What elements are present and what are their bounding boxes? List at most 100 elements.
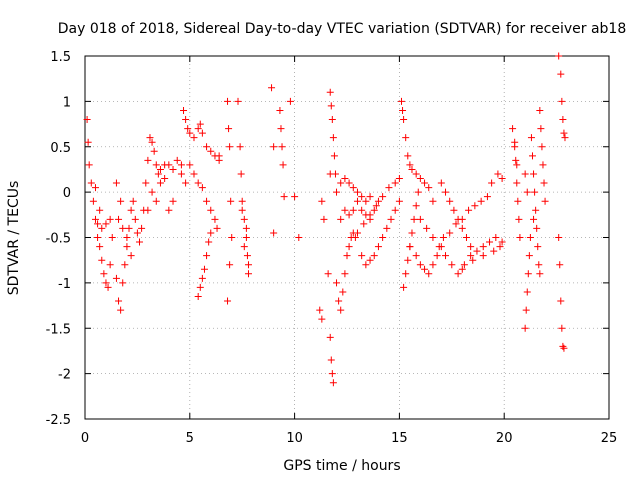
data-point	[121, 261, 129, 269]
data-point	[560, 344, 568, 352]
data-point	[412, 202, 420, 210]
y-tick-label: 0	[63, 186, 71, 201]
data-point	[117, 306, 125, 314]
data-point	[148, 188, 156, 196]
data-point	[462, 234, 470, 241]
data-point	[96, 243, 104, 251]
data-point	[98, 224, 106, 232]
data-point	[270, 143, 278, 151]
data-point	[559, 342, 567, 350]
data-point	[425, 184, 433, 192]
data-point	[345, 179, 353, 187]
y-tick-label: 1	[63, 95, 71, 110]
data-point	[351, 234, 359, 241]
data-point	[156, 179, 164, 187]
data-point	[402, 134, 410, 142]
data-point	[536, 106, 544, 114]
data-point	[521, 170, 529, 178]
data-point	[224, 297, 232, 305]
data-point	[559, 116, 567, 124]
y-tick-label: -2.5	[46, 413, 71, 428]
data-point	[400, 116, 408, 124]
data-point	[412, 252, 420, 260]
data-point	[387, 215, 395, 223]
data-point	[224, 97, 232, 105]
data-point	[435, 243, 443, 251]
data-point	[530, 215, 538, 223]
data-point	[362, 197, 370, 205]
data-point	[148, 138, 156, 146]
data-point	[345, 243, 353, 251]
data-point	[177, 170, 185, 178]
data-point	[366, 193, 374, 201]
data-point	[557, 70, 565, 78]
data-point	[454, 270, 462, 278]
data-point	[515, 215, 523, 223]
y-tick-label: -2	[58, 368, 71, 383]
data-point	[144, 206, 152, 214]
data-points	[83, 52, 569, 387]
data-point	[528, 152, 536, 160]
data-point	[238, 197, 246, 205]
data-point	[335, 297, 343, 305]
data-point	[326, 88, 334, 96]
data-point	[186, 161, 194, 169]
data-point	[142, 179, 150, 187]
data-point	[194, 179, 202, 187]
data-point	[84, 138, 92, 146]
data-point	[448, 261, 456, 269]
data-point	[358, 252, 366, 260]
data-point	[207, 206, 215, 214]
data-point	[358, 206, 366, 214]
data-point	[102, 220, 110, 228]
data-point	[318, 197, 326, 205]
data-point	[460, 261, 468, 269]
data-point	[278, 143, 286, 151]
data-point	[416, 175, 424, 183]
data-point	[242, 224, 250, 232]
data-point	[362, 261, 370, 269]
data-point	[379, 193, 387, 201]
data-point	[391, 206, 399, 214]
data-point	[539, 161, 547, 169]
data-point	[119, 279, 127, 287]
data-point	[412, 170, 420, 178]
data-point	[291, 193, 299, 201]
data-point	[238, 206, 246, 214]
data-point	[112, 274, 120, 282]
data-point	[119, 224, 127, 232]
data-point	[87, 179, 95, 187]
data-point	[421, 179, 429, 187]
data-point	[327, 356, 335, 364]
data-point	[410, 215, 418, 223]
data-point	[203, 197, 211, 205]
data-point	[279, 161, 287, 169]
data-point	[165, 206, 173, 214]
data-point	[190, 134, 198, 142]
data-point	[450, 206, 458, 214]
data-point	[471, 202, 479, 210]
data-point	[240, 215, 248, 223]
x-tick-label: 5	[186, 431, 194, 446]
data-point	[226, 143, 234, 151]
data-point	[561, 134, 569, 142]
data-point	[406, 161, 414, 169]
data-point	[486, 238, 494, 246]
data-point	[91, 215, 99, 223]
data-point	[91, 184, 99, 192]
data-point	[329, 379, 337, 387]
data-point	[244, 261, 252, 269]
y-tick-labels: -2.5 -2 -1.5 -1 -0.5 0 0.5 1 1.5	[46, 50, 71, 428]
data-point	[555, 52, 563, 60]
data-point	[184, 125, 192, 133]
data-point	[341, 175, 349, 183]
data-point	[442, 252, 450, 260]
data-point	[402, 270, 410, 278]
data-point	[152, 197, 160, 205]
y-tick-label: -0.5	[46, 232, 71, 247]
data-point	[341, 206, 349, 214]
data-point	[479, 243, 487, 251]
data-point	[333, 188, 341, 196]
data-point	[533, 224, 541, 232]
data-point	[150, 147, 158, 155]
